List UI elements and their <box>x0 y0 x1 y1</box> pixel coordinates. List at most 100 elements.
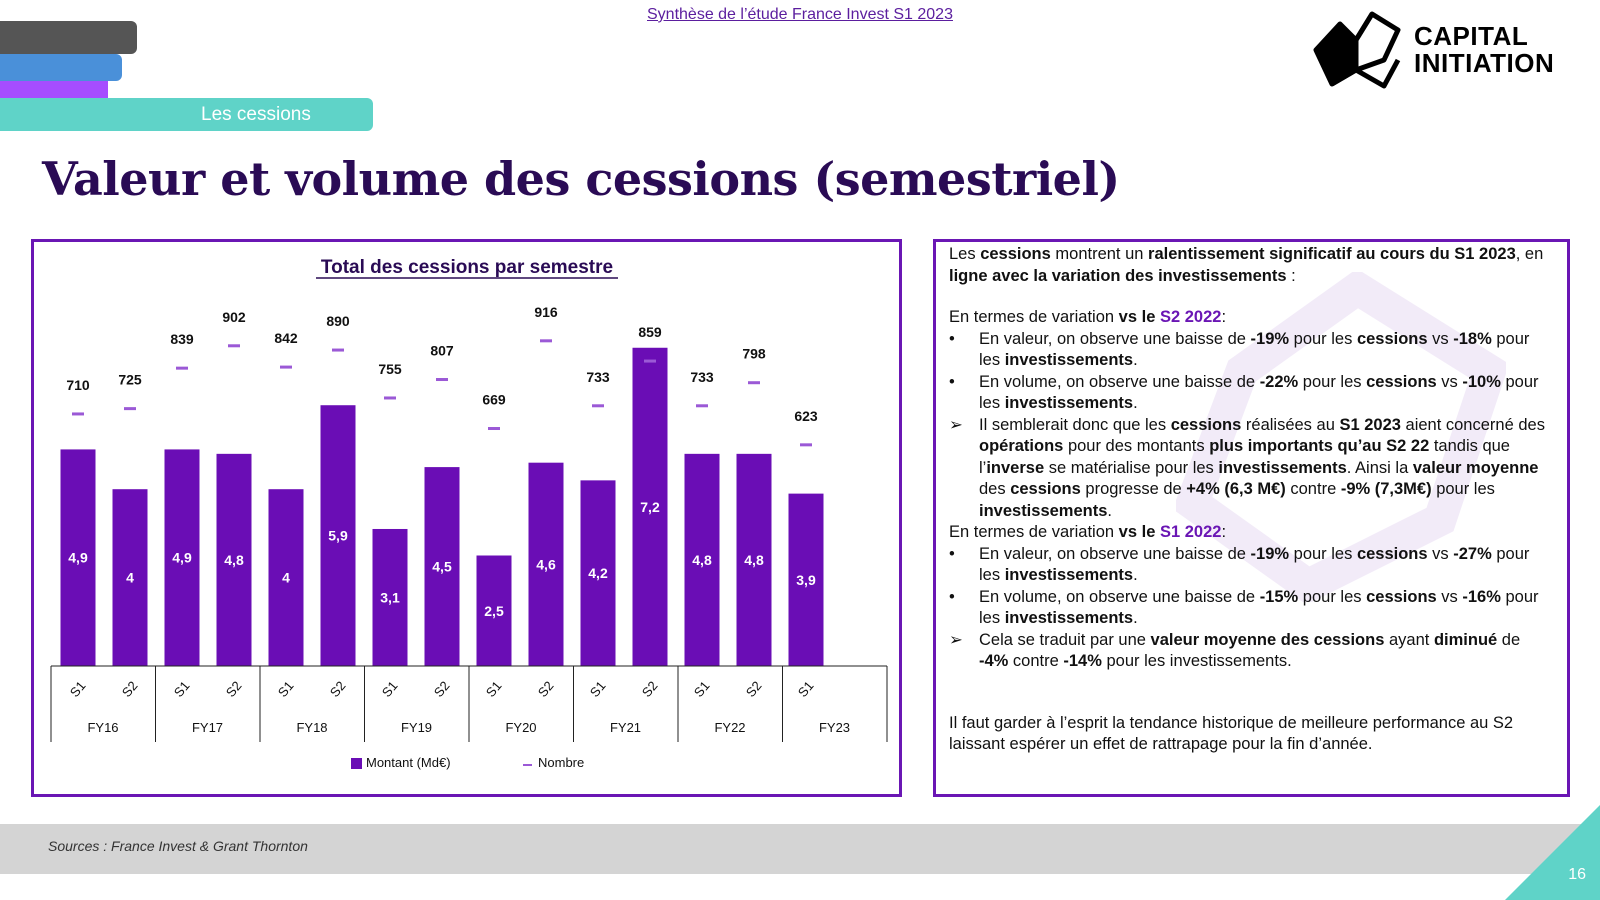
text-segment: se matérialise pour les <box>1044 458 1219 477</box>
text-segment: En termes de variation <box>949 308 1119 326</box>
bar-label: 4,9 <box>68 550 88 566</box>
legend-label-montant: Montant (Md€) <box>366 755 451 770</box>
x-tick-label: S1 <box>795 678 817 700</box>
x-tick-label: S1 <box>379 678 401 700</box>
text-segment: +4% (6,3 M€) <box>1186 480 1286 498</box>
bullet-marker: • <box>949 329 955 348</box>
text-segment: vs <box>1427 329 1454 348</box>
marker-nombre <box>176 366 188 370</box>
text-segment: investissements <box>979 501 1108 520</box>
x-group-label: FY22 <box>714 720 745 735</box>
bar-label: 4,5 <box>432 559 452 575</box>
marker-nombre <box>228 344 240 348</box>
text-segment: S2 2022 <box>1159 308 1222 326</box>
x-tick-label: S2 <box>223 678 245 700</box>
bar-montant <box>216 453 252 666</box>
text-segment: -18% <box>1453 329 1492 348</box>
bar-montant <box>60 449 96 666</box>
bar-label: 4,8 <box>224 552 244 568</box>
text-segment: , en <box>1515 245 1544 263</box>
x-tick-label: S1 <box>67 678 89 700</box>
text-segment: vs le <box>1118 308 1160 326</box>
text-segment: -4% <box>979 652 1009 670</box>
text-segment: -19% <box>1250 544 1290 563</box>
bar-label: 4 <box>126 570 134 586</box>
text-segment: . <box>1133 566 1138 584</box>
text-segment: vs <box>1427 544 1454 563</box>
text-segment: . <box>1133 394 1138 412</box>
report-link-text[interactable]: Synthèse de l’étude France Invest S1 202… <box>647 6 953 23</box>
bullet-marker: • <box>949 544 955 563</box>
marker-label: 669 <box>482 392 506 408</box>
bar-montant <box>320 405 356 666</box>
text-segment: . <box>1133 609 1138 627</box>
bar-label: 4,8 <box>692 552 712 568</box>
bar-montant <box>372 528 408 666</box>
x-tick-label: S2 <box>535 678 557 700</box>
bar-montant <box>268 489 304 666</box>
text-segment: En valeur, on observe une baisse de <box>979 329 1251 348</box>
bar-montant <box>112 489 148 666</box>
text-segment: Il faut garder à l’esprit la tendance hi… <box>949 713 1514 754</box>
footer-bar <box>0 824 1600 874</box>
text-segment: investissements <box>1004 566 1134 584</box>
text-segment: pour les <box>1431 480 1495 498</box>
marker-label: 890 <box>326 313 350 329</box>
text-segment: . <box>1107 501 1112 520</box>
marker-nombre <box>644 359 656 363</box>
text-segment: pour les <box>979 372 1539 413</box>
bullet-item: ➢ Il semblerait donc que les cessions réa… <box>949 415 1554 523</box>
text-segment: Cela se traduit par une <box>979 630 1151 649</box>
paragraph: En termes de variation vs le S2 2022: <box>949 307 1554 329</box>
x-group-label: FY17 <box>192 720 223 735</box>
text-segment: . <box>1133 351 1138 369</box>
text-segment: valeur moyenne des cessions <box>1150 630 1385 649</box>
text-segment: . Ainsi la <box>1346 458 1413 477</box>
marker-nombre <box>696 404 708 408</box>
logo-text-2: INITIATION <box>1414 48 1555 78</box>
marker-nombre <box>280 365 292 369</box>
cube-logo-icon <box>1313 11 1401 89</box>
legend-label-nombre: Nombre <box>538 755 584 770</box>
text-segment: -27% <box>1453 544 1492 563</box>
text-segment: Les <box>949 245 981 263</box>
nav-tab-blue <box>0 54 122 81</box>
text-segment: Il semblerait donc que les <box>979 415 1171 434</box>
text-segment: vs <box>1436 372 1463 391</box>
marker-nombre <box>72 412 84 416</box>
text-segment: -19% <box>1250 329 1290 348</box>
chart-title: Total des cessions par semestre <box>321 257 613 278</box>
text-segment: pour les investissements. <box>1101 652 1292 670</box>
x-tick-label: S2 <box>327 678 349 700</box>
text-segment: -15% <box>1259 587 1299 606</box>
text-segment: inverse <box>986 458 1045 477</box>
x-group-label: FY18 <box>296 720 327 735</box>
report-link[interactable]: Synthèse de l’étude France Invest S1 202… <box>0 6 1600 24</box>
text-segment: vs le <box>1118 523 1160 541</box>
text-segment: : <box>1221 308 1227 326</box>
text-segment: montrent un <box>1050 245 1149 263</box>
text-segment: -16% <box>1462 587 1501 606</box>
bar-label: 4 <box>282 570 290 586</box>
bar-montant <box>528 462 564 666</box>
text-segment: -14% <box>1063 652 1102 670</box>
marker-label: 710 <box>66 377 90 393</box>
text-segment: S1 2022 <box>1159 523 1222 541</box>
x-tick-label: S1 <box>171 678 193 700</box>
marker-nombre <box>436 378 448 382</box>
marker-nombre <box>332 348 344 352</box>
x-tick-label: S2 <box>431 678 453 700</box>
bar-montant <box>632 347 668 666</box>
text-segment: pour les <box>979 587 1539 628</box>
marker-nombre <box>384 396 396 400</box>
bullet-item: • En valeur, on observe une baisse de -19… <box>949 329 1554 372</box>
text-segment: cessions <box>1366 587 1437 606</box>
text-segment: contre <box>1285 480 1341 498</box>
cessions-chart: Total des cessions par semestre 4,9 710 S1 4… <box>50 257 888 770</box>
bar-label: 4,8 <box>744 552 764 568</box>
marker-nombre <box>540 339 552 343</box>
x-tick-label: S2 <box>639 678 661 700</box>
bullet-item: ➢ Cela se traduit par une valeur moyenne … <box>949 630 1554 673</box>
marker-label: 916 <box>534 304 558 320</box>
chart-panel: Total des cessions par semestre 4,9 710 S1 4… <box>31 239 902 797</box>
